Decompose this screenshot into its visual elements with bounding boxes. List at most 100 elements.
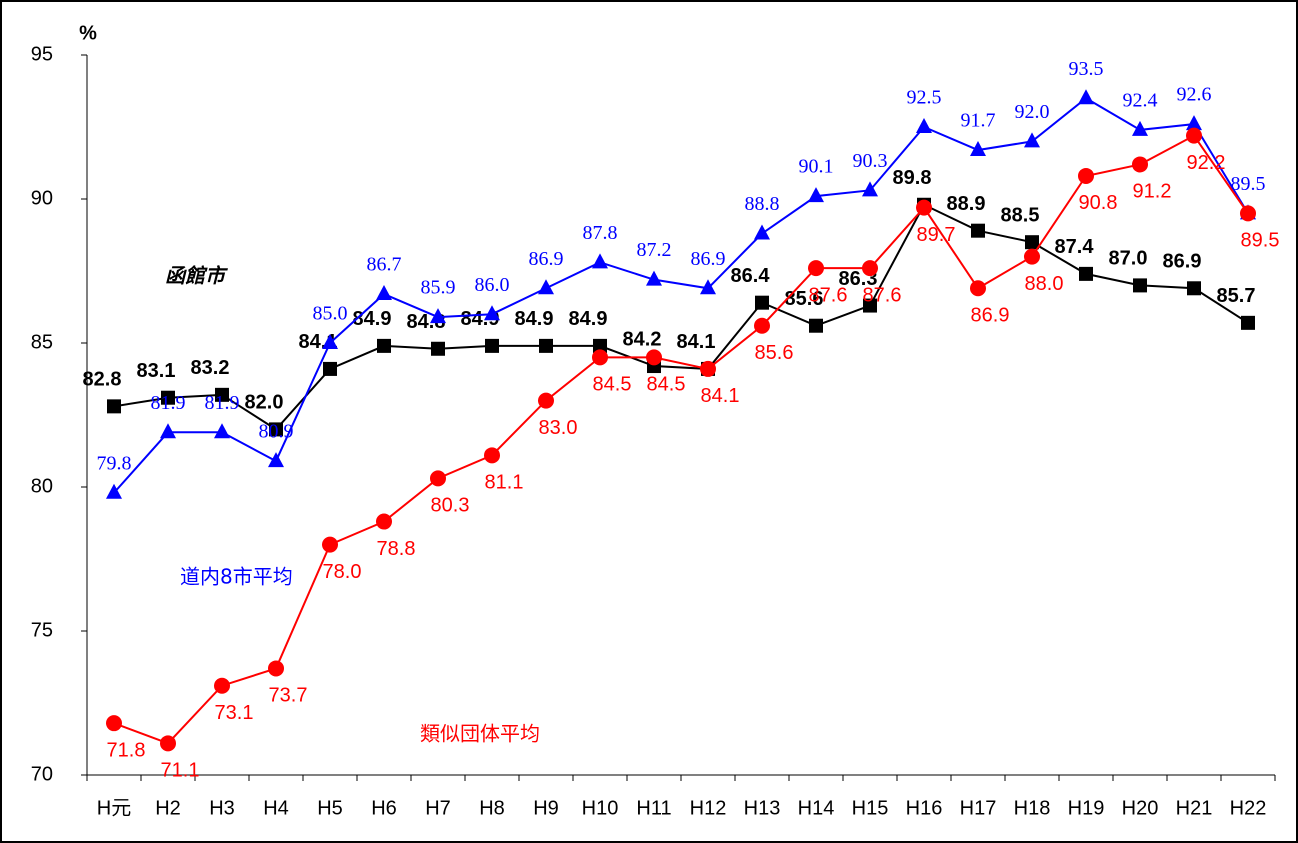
data-label: 83.1	[137, 360, 176, 382]
data-label: 87.4	[1055, 236, 1095, 258]
data-label: 84.2	[623, 328, 662, 350]
marker	[593, 338, 607, 353]
marker	[431, 341, 445, 356]
data-label: 85.6	[755, 342, 794, 364]
data-label: 90.8	[1079, 192, 1118, 214]
x-tick-label: H14	[798, 797, 835, 819]
data-label: 92.0	[1015, 101, 1050, 123]
marker	[539, 338, 553, 353]
data-label: 88.8	[745, 193, 780, 215]
data-label: 93.5	[1069, 58, 1104, 80]
marker	[214, 677, 230, 694]
marker	[376, 513, 392, 530]
data-label: 85.6	[785, 288, 824, 310]
x-tick-label: H20	[1122, 797, 1159, 819]
data-label: 88.0	[1025, 273, 1064, 295]
data-label: 86.9	[1163, 251, 1202, 273]
y-tick-label: 90	[31, 187, 53, 209]
marker	[430, 470, 446, 487]
marker	[700, 360, 716, 377]
data-label: 88.9	[947, 193, 986, 215]
data-label: 79.8	[97, 452, 132, 474]
marker	[106, 483, 122, 499]
x-tick-label: H11	[636, 797, 671, 819]
marker	[322, 536, 338, 553]
data-label: 91.2	[1133, 181, 1172, 203]
x-tick-label: H22	[1230, 797, 1267, 819]
data-label: 80.3	[431, 495, 470, 517]
data-label: 86.9	[971, 305, 1010, 327]
data-label: 87.2	[637, 239, 672, 261]
marker	[970, 280, 986, 297]
data-label: 81.9	[205, 392, 240, 414]
data-label: 86.0	[475, 274, 510, 296]
series-line	[113, 134, 1249, 745]
marker	[1025, 235, 1039, 250]
marker	[755, 295, 769, 310]
x-tick-label: H16	[906, 797, 943, 819]
marker	[592, 349, 608, 366]
data-label: 84.5	[647, 374, 686, 396]
data-label: 89.7	[917, 224, 956, 246]
x-tick-label: H12	[690, 797, 727, 819]
marker	[377, 338, 391, 353]
marker	[1132, 156, 1148, 173]
data-label: 73.7	[269, 685, 308, 707]
y-tick-label: 75	[31, 619, 53, 641]
x-tick-label: H9	[533, 797, 559, 819]
data-label: 84.1	[701, 385, 740, 407]
data-label: 86.7	[367, 254, 402, 276]
marker	[268, 660, 284, 677]
data-label: 92.6	[1177, 84, 1212, 106]
x-tick-label: H8	[479, 797, 505, 819]
marker	[1132, 120, 1148, 136]
marker	[1186, 127, 1202, 144]
data-label: 92.2	[1187, 152, 1226, 174]
marker	[269, 422, 283, 437]
marker	[214, 423, 230, 439]
x-tick-label: H15	[852, 797, 889, 819]
marker	[1024, 132, 1040, 148]
marker	[430, 308, 446, 324]
marker	[592, 253, 608, 269]
x-tick-label: H18	[1014, 797, 1051, 819]
y-tick-label: 85	[31, 331, 53, 353]
data-label: 87.6	[809, 284, 848, 306]
data-label: 81.9	[151, 392, 186, 414]
marker	[538, 392, 554, 409]
marker	[808, 187, 824, 203]
data-label: 86.4	[731, 265, 771, 287]
marker	[700, 279, 716, 295]
data-label: 85.7	[1217, 285, 1256, 307]
data-label: 82.8	[83, 369, 122, 391]
data-label: 85.9	[421, 277, 456, 299]
data-label: 88.5	[1001, 204, 1040, 226]
x-tick-label: H10	[582, 797, 619, 819]
y-tick-label: 80	[31, 475, 53, 497]
data-label: 84.9	[515, 308, 554, 330]
marker	[862, 260, 878, 277]
data-label: 92.4	[1123, 89, 1158, 111]
marker	[646, 349, 662, 366]
marker	[1078, 167, 1094, 184]
marker	[322, 334, 338, 349]
marker	[916, 199, 932, 216]
marker	[754, 317, 770, 334]
marker	[863, 298, 877, 313]
y-unit: %	[79, 22, 97, 44]
data-label: 71.1	[161, 760, 200, 782]
marker	[215, 387, 229, 402]
x-tick-label: H6	[371, 797, 397, 819]
marker	[1078, 89, 1094, 105]
series-label: 道内8市平均	[180, 565, 293, 589]
data-label: 91.7	[961, 110, 996, 132]
x-tick-label: H17	[960, 797, 997, 819]
x-tick-label: H13	[744, 797, 781, 819]
marker	[106, 715, 122, 732]
data-label: 84.9	[569, 308, 608, 330]
data-label: 83.2	[191, 357, 230, 379]
marker	[970, 141, 986, 157]
marker	[1024, 248, 1040, 265]
series-label: 函館市	[165, 264, 228, 288]
x-tick-label: H7	[425, 797, 451, 819]
